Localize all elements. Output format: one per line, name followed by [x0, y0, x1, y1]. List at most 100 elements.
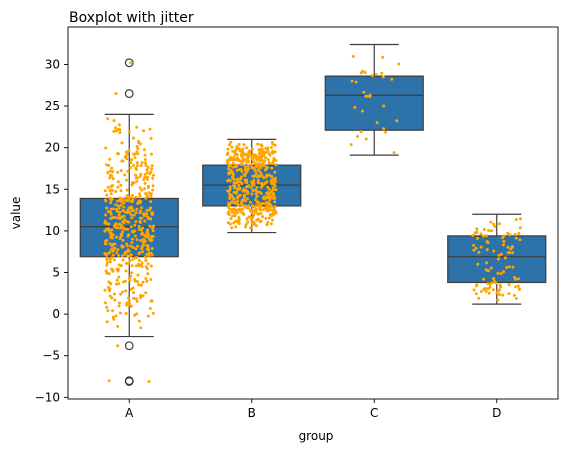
jitter-point-b [229, 140, 233, 144]
jitter-point-a [111, 253, 115, 257]
jitter-point-a [109, 184, 113, 188]
jitter-point-a [138, 201, 142, 205]
jitter-point-b [245, 170, 249, 174]
jitter-point-b [249, 186, 253, 190]
jitter-point-a [116, 248, 120, 252]
jitter-point-a [140, 247, 144, 251]
jitter-point-d [475, 236, 479, 240]
jitter-point-b [228, 185, 232, 189]
jitter-point-b [260, 156, 264, 160]
jitter-point-a [132, 181, 136, 185]
jitter-point-d [495, 291, 499, 295]
jitter-point-a [116, 344, 120, 348]
jitter-point-b [225, 159, 229, 163]
jitter-point-a [118, 210, 122, 214]
jitter-point-d [492, 279, 496, 283]
jitter-point-b [266, 149, 270, 153]
jitter-point-b [260, 182, 264, 186]
jitter-point-a [110, 174, 114, 178]
jitter-point-d [471, 234, 475, 238]
jitter-point-b [257, 174, 261, 178]
jitter-point-a [146, 175, 150, 179]
jitter-point-a [117, 253, 121, 257]
jitter-point-a [123, 252, 127, 256]
jitter-point-a [117, 304, 121, 308]
jitter-point-b [270, 166, 274, 170]
x-axis-label: group [299, 429, 334, 443]
jitter-point-a [109, 217, 113, 221]
jitter-point-a [133, 156, 137, 160]
jitter-point-a [126, 208, 130, 212]
plot-frame [67, 26, 559, 400]
jitter-point-a [139, 293, 143, 297]
jitter-point-b [245, 189, 249, 193]
jitter-point-a [146, 314, 150, 318]
jitter-point-d [482, 227, 486, 231]
jitter-point-b [232, 201, 236, 205]
jitter-point-b [240, 149, 244, 153]
jitter-point-b [236, 203, 240, 207]
jitter-point-a [132, 213, 136, 217]
jitter-point-d [485, 248, 489, 252]
jitter-point-c [382, 104, 386, 108]
jitter-point-b [274, 188, 278, 192]
jitter-point-b [271, 191, 275, 195]
jitter-point-a [141, 226, 145, 230]
jitter-point-a [118, 131, 122, 135]
x-tick-label: A [125, 406, 134, 420]
jitter-point-b [265, 223, 269, 227]
jitter-point-b [266, 209, 270, 213]
jitter-point-a [152, 224, 156, 228]
jitter-point-a [117, 213, 121, 217]
jitter-point-d [489, 266, 493, 270]
jitter-point-b [237, 216, 241, 220]
jitter-point-a [130, 216, 134, 220]
jitter-point-a [119, 292, 123, 296]
outlier-a-2 [124, 341, 134, 351]
jitter-point-a [140, 261, 144, 265]
jitter-point-a [135, 145, 139, 149]
jitter-point-a [121, 258, 125, 262]
jitter-point-b [245, 197, 249, 201]
jitter-point-b [246, 167, 250, 171]
jitter-point-a [127, 148, 131, 152]
jitter-point-c [371, 74, 375, 78]
jitter-point-d [489, 220, 493, 224]
jitter-point-b [229, 155, 233, 159]
jitter-point-b [262, 164, 266, 168]
jitter-point-d [518, 287, 521, 291]
jitter-point-b [258, 148, 262, 152]
jitter-point-b [227, 201, 231, 205]
jitter-point-a [142, 129, 146, 133]
jitter-point-b [242, 193, 246, 197]
jitter-point-a [109, 231, 113, 235]
jitter-point-d [486, 282, 490, 286]
jitter-point-a [148, 208, 152, 212]
jitter-point-c [350, 79, 354, 83]
jitter-point-a [142, 212, 146, 216]
jitter-point-c [381, 75, 385, 79]
jitter-point-b [272, 210, 276, 214]
jitter-point-b [243, 174, 247, 178]
jitter-point-b [227, 178, 231, 182]
jitter-point-d [497, 253, 501, 257]
jitter-point-a [140, 206, 144, 210]
jitter-point-a [109, 282, 113, 286]
x-tick-label: C [370, 406, 378, 420]
jitter-point-d [513, 233, 517, 237]
jitter-point-a [104, 213, 108, 217]
jitter-point-a [113, 223, 117, 227]
jitter-point-a [133, 234, 137, 238]
jitter-point-b [254, 188, 258, 192]
jitter-point-b [271, 151, 275, 155]
jitter-point-a [143, 161, 147, 165]
jitter-point-b [231, 165, 235, 169]
jitter-point-a [121, 290, 125, 294]
jitter-point-d [505, 265, 509, 269]
jitter-point-a [137, 283, 141, 287]
jitter-point-a [106, 117, 110, 121]
jitter-point-a [143, 234, 147, 238]
jitter-point-a [105, 193, 109, 197]
jitter-point-a [137, 228, 141, 232]
jitter-point-a [108, 157, 112, 161]
